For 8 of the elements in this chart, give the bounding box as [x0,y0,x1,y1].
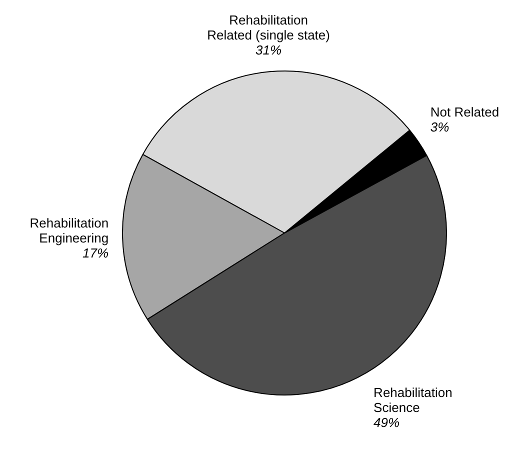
slice-label: Rehabilitation Engineering [30,215,109,246]
slice-label: Rehabilitation Related (single state) [207,12,330,43]
data-label: 17% [82,245,109,260]
data-label: 49% [374,414,400,430]
data-label: 31% [256,42,282,58]
data-label: 3% [430,120,450,135]
slice-label: Not Related [430,104,500,120]
slice-label: Rehabilitation Science [374,384,452,415]
